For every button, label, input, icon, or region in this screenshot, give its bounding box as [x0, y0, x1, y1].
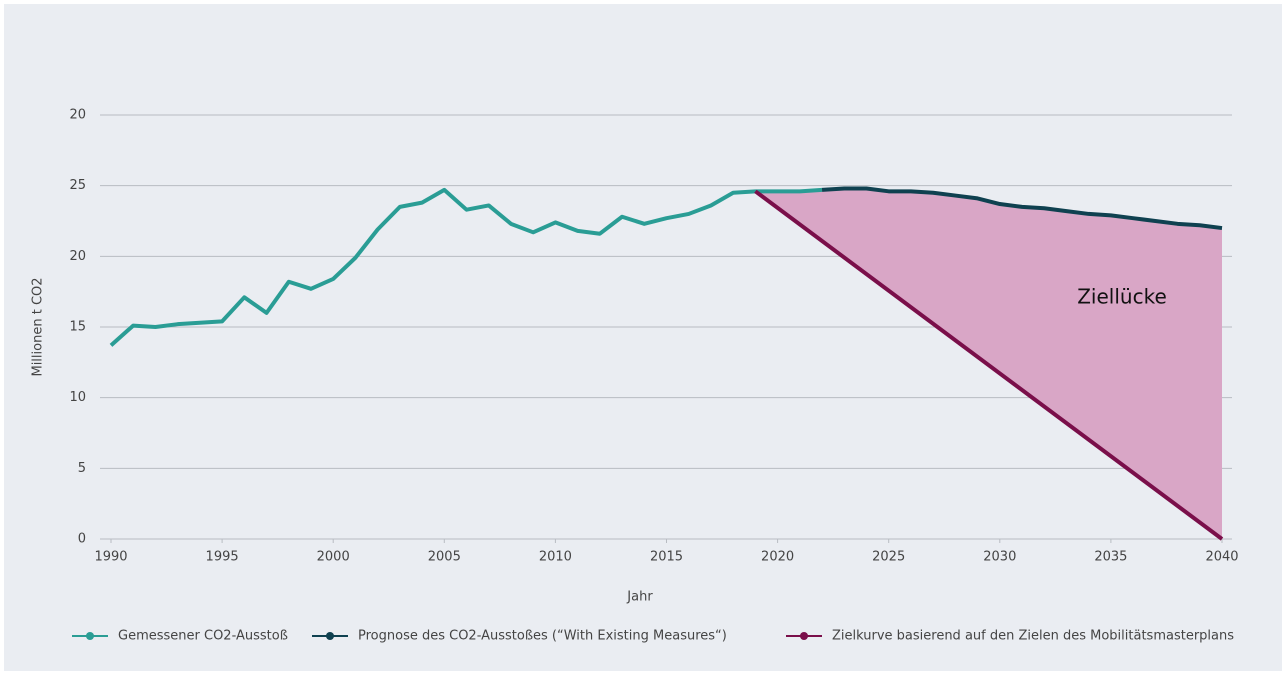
- y-tick-label: 20: [69, 108, 86, 123]
- y-tick-label: 20: [69, 249, 86, 264]
- y-axis-label: Millionen t CO2: [31, 277, 46, 376]
- series-line: [754, 189, 1224, 541]
- legend-dot: [86, 632, 94, 640]
- x-axis-label: Jahr: [626, 590, 653, 605]
- legend-dot: [326, 632, 334, 640]
- x-tick-label: 2010: [539, 550, 572, 565]
- legend-label: Zielkurve basierend auf den Zielen des M…: [832, 629, 1234, 644]
- x-tick-label: 1990: [94, 550, 127, 565]
- x-tick-label: 2005: [428, 550, 461, 565]
- x-tick-label: 2025: [872, 550, 905, 565]
- legend-label: Gemessener CO2-Ausstoß: [118, 629, 288, 644]
- y-tick-label: 0: [78, 532, 86, 547]
- y-tick-label: 15: [69, 320, 86, 335]
- series-line: [821, 186, 1223, 231]
- x-tick-label: 2020: [761, 550, 794, 565]
- x-tick-label: 2030: [983, 550, 1016, 565]
- x-tick-label: 2040: [1205, 550, 1238, 565]
- x-tick-label: 2000: [317, 550, 350, 565]
- series-line: [109, 187, 823, 347]
- y-tick-label: 10: [69, 390, 86, 405]
- x-tick-label: 2035: [1094, 550, 1127, 565]
- legend-dot: [800, 632, 808, 640]
- y-tick-label: 5: [78, 461, 86, 476]
- y-tick-label: 25: [69, 178, 86, 193]
- annotation: Ziellücke: [1077, 285, 1167, 309]
- legend-label: Prognose des CO2-Ausstoßes (“With Existi…: [358, 629, 727, 644]
- x-tick-label: 1995: [206, 550, 239, 565]
- x-tick-label: 2015: [650, 550, 683, 565]
